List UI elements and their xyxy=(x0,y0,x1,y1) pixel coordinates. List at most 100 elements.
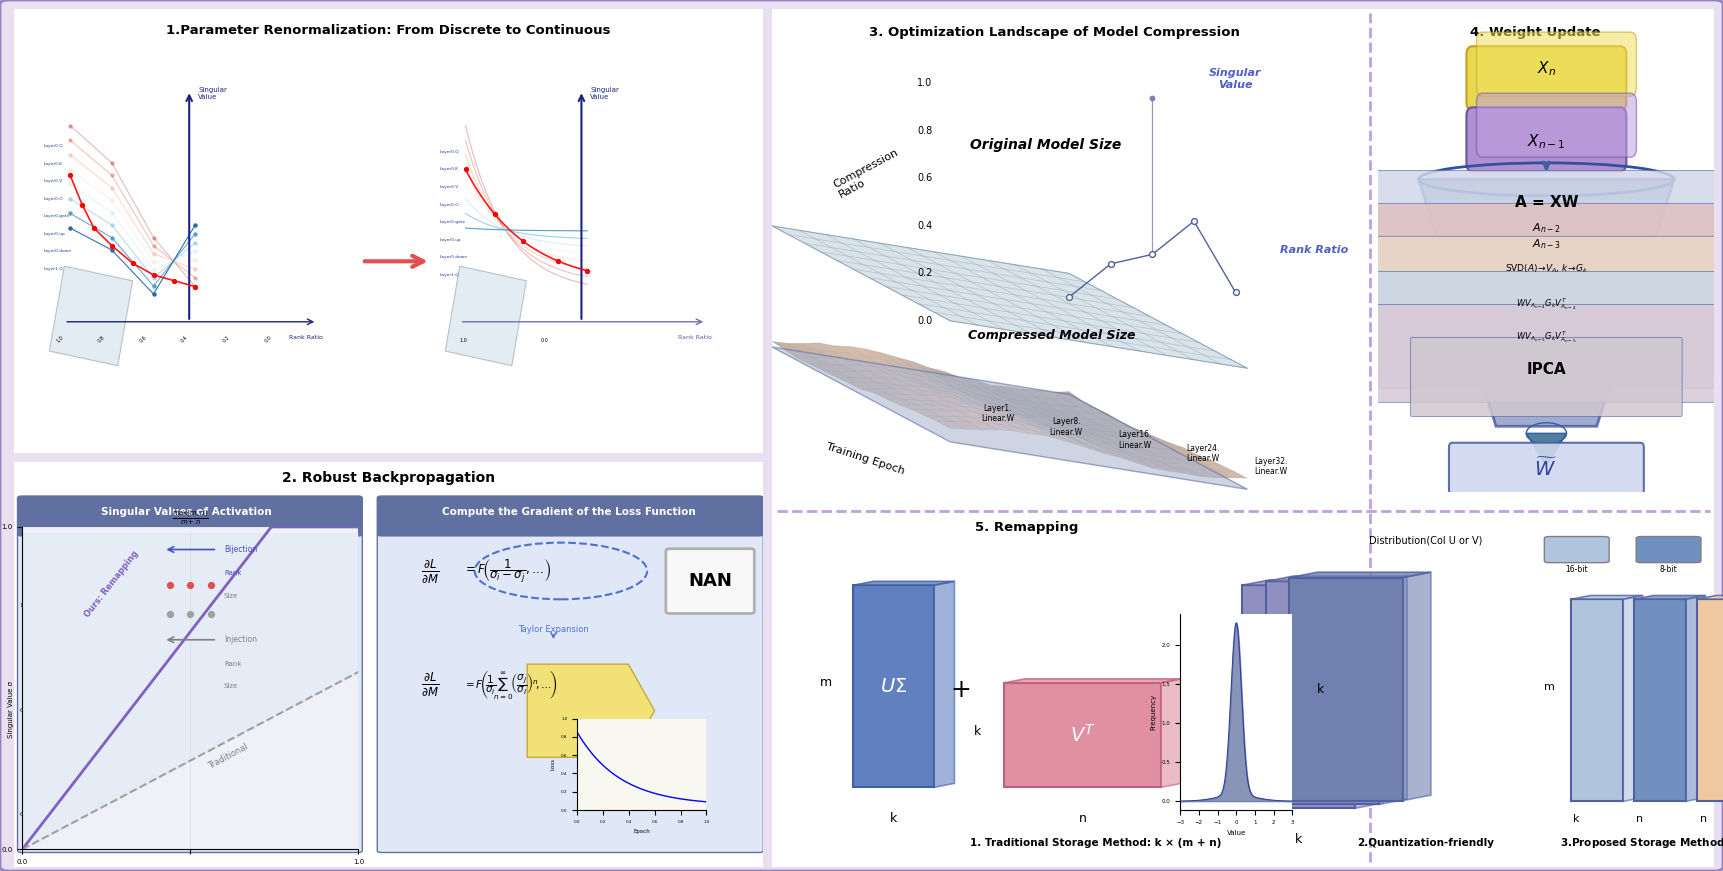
Polygon shape xyxy=(1039,415,1067,424)
Polygon shape xyxy=(824,371,851,378)
Text: 0.6: 0.6 xyxy=(917,173,932,184)
Text: 1.Parameter Renormalization: From Discrete to Continuous: 1.Parameter Renormalization: From Discre… xyxy=(167,24,610,37)
Polygon shape xyxy=(862,389,889,395)
Polygon shape xyxy=(958,394,986,403)
Text: $V^T$: $V^T$ xyxy=(1070,724,1096,746)
X-axis label: Epoch: Epoch xyxy=(634,829,650,834)
Point xyxy=(1139,247,1166,261)
Polygon shape xyxy=(968,422,998,429)
Text: Layer0.O: Layer0.O xyxy=(439,203,458,206)
Polygon shape xyxy=(1077,412,1104,420)
Polygon shape xyxy=(1022,422,1049,431)
Polygon shape xyxy=(1148,455,1175,463)
Text: Taylor Expansion: Taylor Expansion xyxy=(519,625,589,634)
Polygon shape xyxy=(977,408,1006,417)
FancyBboxPatch shape xyxy=(17,496,362,853)
Text: Layer1.Q: Layer1.Q xyxy=(43,267,64,271)
Text: Layer0.down: Layer0.down xyxy=(43,249,72,253)
Polygon shape xyxy=(1108,440,1137,446)
Text: $WV_{A_{n-5}}G_kV_{A_{n-5}}^T$: $WV_{A_{n-5}}G_kV_{A_{n-5}}^T$ xyxy=(1516,329,1577,345)
Point xyxy=(57,168,84,182)
Text: NAN: NAN xyxy=(687,572,732,591)
Polygon shape xyxy=(1153,448,1180,455)
FancyBboxPatch shape xyxy=(1306,236,1723,374)
Text: Layer8.
Linear.W: Layer8. Linear.W xyxy=(1049,417,1082,436)
Text: Rank Ratio: Rank Ratio xyxy=(677,335,712,341)
Polygon shape xyxy=(799,349,829,357)
Point xyxy=(140,231,167,245)
Point xyxy=(1139,91,1166,105)
Text: 0.8: 0.8 xyxy=(96,334,105,343)
Polygon shape xyxy=(1697,599,1723,801)
Polygon shape xyxy=(1079,442,1106,454)
Text: $A_{n-2}$
$A_{n-3}$: $A_{n-2}$ $A_{n-3}$ xyxy=(1532,221,1561,251)
Polygon shape xyxy=(1084,429,1111,436)
Polygon shape xyxy=(1015,415,1042,424)
Polygon shape xyxy=(960,377,987,389)
Text: Compression
Ratio: Compression Ratio xyxy=(830,147,905,200)
Polygon shape xyxy=(1073,419,1101,425)
Text: 0.8: 0.8 xyxy=(917,126,932,136)
Polygon shape xyxy=(973,398,1001,408)
Polygon shape xyxy=(1005,408,1034,418)
Text: Layer0.up: Layer0.up xyxy=(43,232,65,236)
Text: n: n xyxy=(1201,631,1208,644)
Polygon shape xyxy=(1111,436,1139,443)
Polygon shape xyxy=(939,393,968,402)
Polygon shape xyxy=(975,380,1003,392)
Text: Singular
Value: Singular Value xyxy=(198,87,227,100)
Point xyxy=(119,256,146,270)
Text: Traditional: Traditional xyxy=(207,742,250,771)
Polygon shape xyxy=(956,380,986,391)
Polygon shape xyxy=(903,399,930,405)
Polygon shape xyxy=(1098,445,1125,456)
Polygon shape xyxy=(798,357,825,364)
FancyBboxPatch shape xyxy=(1466,107,1627,172)
Text: 0.2: 0.2 xyxy=(222,334,231,343)
Polygon shape xyxy=(1003,422,1032,430)
Polygon shape xyxy=(894,361,922,372)
Text: m: m xyxy=(1544,682,1556,692)
Polygon shape xyxy=(1085,425,1115,432)
Text: 3. Optimization Landscape of Model Compression: 3. Optimization Landscape of Model Compr… xyxy=(868,26,1241,39)
Polygon shape xyxy=(1149,452,1179,459)
Polygon shape xyxy=(920,395,949,402)
Polygon shape xyxy=(1094,448,1122,458)
Polygon shape xyxy=(1266,582,1378,805)
Polygon shape xyxy=(889,395,918,401)
Text: 1. Traditional Storage Method: k × (m + n): 1. Traditional Storage Method: k × (m + … xyxy=(970,838,1222,848)
Point xyxy=(140,255,167,269)
Text: Layer0.gate: Layer0.gate xyxy=(439,220,465,224)
Text: Training Epoch: Training Epoch xyxy=(825,441,906,476)
Y-axis label: Singular Value σ: Singular Value σ xyxy=(9,681,14,739)
Polygon shape xyxy=(1067,424,1096,435)
Polygon shape xyxy=(1685,596,1706,801)
Polygon shape xyxy=(913,361,941,375)
Text: n: n xyxy=(1079,813,1087,825)
Polygon shape xyxy=(870,371,898,380)
Polygon shape xyxy=(1118,447,1148,455)
Y-axis label: Frequency: Frequency xyxy=(1151,694,1156,730)
Point xyxy=(1054,290,1082,304)
Polygon shape xyxy=(1025,421,1053,430)
Text: k: k xyxy=(1316,684,1323,696)
Polygon shape xyxy=(836,377,863,383)
FancyBboxPatch shape xyxy=(1477,32,1637,96)
Polygon shape xyxy=(1101,425,1130,432)
Polygon shape xyxy=(810,363,839,372)
Text: k: k xyxy=(973,726,980,738)
Polygon shape xyxy=(1005,679,1182,683)
Text: Original Model Size: Original Model Size xyxy=(970,138,1122,152)
Point xyxy=(177,578,203,592)
Polygon shape xyxy=(1058,416,1085,425)
Polygon shape xyxy=(953,422,982,429)
Polygon shape xyxy=(1006,417,1034,426)
Polygon shape xyxy=(1571,599,1623,801)
Polygon shape xyxy=(1096,435,1123,441)
Point xyxy=(140,287,167,301)
Polygon shape xyxy=(1123,441,1153,448)
Text: n: n xyxy=(1699,814,1707,824)
Polygon shape xyxy=(1011,414,1041,425)
Polygon shape xyxy=(1027,420,1056,429)
Point xyxy=(57,177,84,191)
